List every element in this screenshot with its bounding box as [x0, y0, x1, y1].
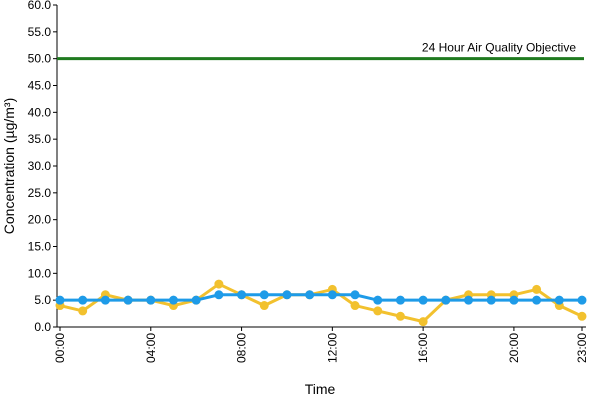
- point: [146, 295, 156, 305]
- point: [441, 295, 451, 305]
- x-tick-label: 04:00: [144, 333, 158, 363]
- point: [282, 290, 292, 300]
- y-tick-label: 5.0: [34, 293, 51, 307]
- x-tick-label: 00:00: [53, 333, 67, 363]
- point: [418, 295, 428, 305]
- point: [78, 306, 88, 316]
- series-line: [59, 282, 583, 324]
- y-tick-label: 15.0: [28, 240, 52, 254]
- point: [327, 290, 337, 300]
- point: [191, 295, 201, 305]
- x-tick-label: 08:00: [235, 333, 249, 363]
- y-tick-label: 45.0: [28, 79, 52, 93]
- objective-label: 24 Hour Air Quality Objective: [422, 41, 576, 55]
- x-tick-label: 23:00: [575, 333, 589, 363]
- point: [395, 311, 405, 321]
- x-tick-label: 16:00: [416, 333, 430, 363]
- point: [123, 295, 133, 305]
- x-tick-label: 12:00: [325, 333, 339, 363]
- y-tick-label: 50.0: [28, 52, 52, 66]
- point: [509, 295, 519, 305]
- point: [305, 290, 315, 300]
- point: [532, 284, 542, 294]
- y-tick-label: 25.0: [28, 186, 52, 200]
- y-tick-label: 0.0: [34, 320, 51, 334]
- y-tick-label: 55.0: [28, 25, 52, 39]
- point: [214, 279, 224, 289]
- point: [259, 301, 269, 311]
- point: [55, 295, 65, 305]
- y-tick-label: 60.0: [28, 0, 52, 12]
- y-axis-label: Concentration (µg/m³): [1, 98, 17, 234]
- point: [464, 295, 474, 305]
- point: [168, 295, 178, 305]
- y-tick-label: 20.0: [28, 213, 52, 227]
- point: [577, 295, 587, 305]
- point: [350, 290, 360, 300]
- y-tick-label: 30.0: [28, 159, 52, 173]
- point: [78, 295, 88, 305]
- point: [373, 295, 383, 305]
- point: [395, 295, 405, 305]
- point: [259, 290, 269, 300]
- point: [237, 290, 247, 300]
- point: [350, 301, 360, 311]
- point: [532, 295, 542, 305]
- point: [577, 311, 587, 321]
- y-tick-label: 35.0: [28, 132, 52, 146]
- point: [214, 290, 224, 300]
- point: [486, 295, 496, 305]
- x-axis-label: Time: [305, 381, 336, 397]
- point: [418, 317, 428, 327]
- x-tick-label: 20:00: [507, 333, 521, 363]
- y-tick-label: 10.0: [28, 266, 52, 280]
- point: [100, 295, 110, 305]
- point: [554, 295, 564, 305]
- y-tick-label: 40.0: [28, 105, 52, 119]
- point: [373, 306, 383, 316]
